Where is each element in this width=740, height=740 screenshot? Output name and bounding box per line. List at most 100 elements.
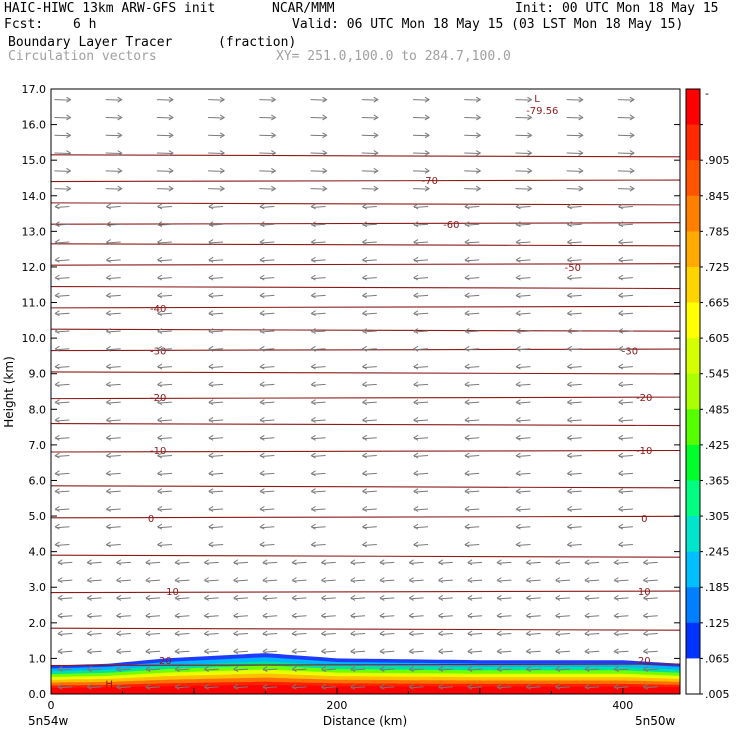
circulation-vector [618,205,633,208]
circulation-vector [209,294,224,297]
y-tick-label: 13.0 [22,225,47,238]
circulation-vector-head [310,470,316,477]
circulation-vector [260,241,275,244]
circulation-vector [618,401,633,404]
circulation-vector-head [361,434,368,441]
circulation-vector-head [578,185,584,192]
circulation-vector-head [437,648,444,655]
circulation-vector [468,633,483,635]
circulation-vector-head [219,96,226,103]
circulation-vector [209,401,224,404]
circulation-vector-head [86,683,92,690]
circulation-vector [464,99,481,101]
circulation-vector-head [54,292,60,299]
circulation-vector-head [496,559,502,566]
circulation-vector-head [203,577,209,584]
circulation-vector-head [208,274,214,281]
circulation-vector [54,116,71,119]
circulation-vector [116,650,131,653]
circulation-vector [465,437,480,440]
circulation-vector-head [554,594,561,601]
circulation-vector [58,597,73,600]
circulation-vector-head [115,666,122,673]
circulation-vector [204,633,219,635]
circulation-vector [156,99,173,101]
circulation-vector [412,188,430,190]
circulation-vector-head [515,256,521,263]
isotherm-label: -10 [636,446,652,457]
circulation-vector-head [413,470,419,477]
circulation-vector-head [310,239,316,245]
circulation-vector [618,419,633,422]
circulation-vector [260,330,275,333]
isotherm-label: -60 [443,220,459,231]
circulation-vector-head [642,683,648,690]
circulation-vector [55,508,70,511]
circulation-vector [465,223,480,226]
circulation-vector [311,455,326,458]
circulation-vector [380,615,395,618]
circulation-vector [263,579,278,582]
circulation-vector-head [496,612,502,619]
circulation-vector [516,259,531,262]
circulation-vector [516,490,531,493]
circulation-vector [516,366,531,369]
circulation-vector-head [566,328,572,334]
circulation-vector [157,205,172,208]
isotherm-line [50,485,681,489]
circulation-vector-head [566,292,572,299]
circulation-vector-head [259,452,265,459]
circulation-vector [310,152,327,155]
circulation-vector-head [156,328,163,334]
circulation-vector-head [54,363,60,370]
circulation-vector [516,544,531,547]
circulation-vector [566,134,583,137]
circulation-vector-head [437,594,444,601]
circulation-vector [106,526,121,529]
circulation-vector [157,455,172,458]
circulation-vector [567,348,582,351]
circulation-vector [311,241,326,244]
circulation-vector-head [291,577,297,584]
circulation-vector [361,116,378,119]
circulation-vector [321,686,336,689]
y-tick-label: 12.0 [22,261,47,274]
circulation-vector [497,561,512,564]
circulation-vector-head [105,310,111,317]
circulation-vector-head [584,577,590,584]
circulation-vector [555,686,570,689]
circulation-vector-head [467,630,473,637]
circulation-vector [208,188,225,190]
circulation-vector [58,668,73,671]
circulation-vector-head [515,381,521,388]
circulation-vector-head [350,559,356,566]
circulation-vector-head [174,612,180,619]
circulation-vector-head [271,114,277,121]
circulation-vector-head [379,612,385,619]
isotherm-label: -20 [150,393,166,404]
circulation-vector [413,294,429,297]
circulation-vector [208,170,225,172]
circulation-vector-head [413,541,419,548]
circulation-vector [310,134,327,137]
circulation-vector [157,223,172,226]
circulation-vector [106,205,121,208]
circulation-vector [618,437,633,440]
circulation-vector [409,597,424,600]
circulation-vector-head [322,150,328,156]
circulation-vector-head [566,523,572,530]
circulation-vector-head [168,167,174,174]
circulation-vector-head [361,203,368,210]
isotherm-label: 0 [148,514,154,525]
circulation-vector-head [566,470,572,477]
circulation-vector [614,686,629,689]
circulation-vector-head [379,577,385,584]
circulation-vector-head [617,452,624,459]
circulation-vector [516,437,531,440]
circulation-vector [617,170,634,172]
circulation-vector-head [613,666,619,673]
circulation-vector [116,597,131,600]
circulation-vector [362,508,377,511]
isotherm-label: -30 [150,347,166,358]
circulation-vector [526,561,541,564]
